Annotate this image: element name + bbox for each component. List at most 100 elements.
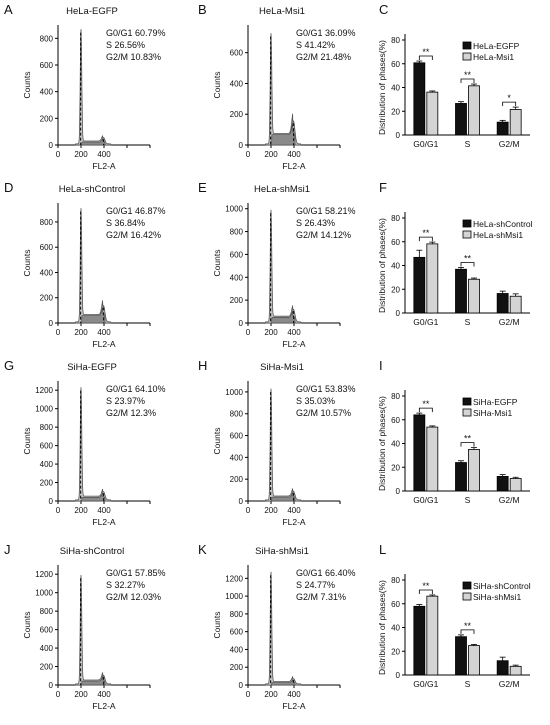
y-tick-label: 600 bbox=[40, 61, 54, 70]
y-tick-label: 80 bbox=[391, 576, 400, 585]
significance-bracket bbox=[418, 407, 433, 413]
histogram-area bbox=[74, 208, 112, 324]
x-tick-label: 400 bbox=[287, 328, 301, 337]
legend-label: HeLa-shControl bbox=[473, 219, 533, 229]
significance-label: ** bbox=[464, 253, 472, 263]
g0g1-label: G0/G1 57.85% bbox=[106, 568, 166, 578]
bar bbox=[413, 414, 426, 492]
y-axis-label: Distribution of phases(%) bbox=[377, 40, 387, 135]
g2m-label: G2/M 14.12% bbox=[296, 230, 351, 240]
legend-label: SiHa-Msi1 bbox=[473, 408, 512, 418]
bar bbox=[413, 605, 426, 676]
s-label: S 26.56% bbox=[106, 40, 145, 50]
panel-letter: D bbox=[4, 180, 14, 195]
x-tick-label: 400 bbox=[97, 506, 111, 515]
category-label: G2/M bbox=[499, 679, 520, 689]
s-label: S 35.03% bbox=[296, 396, 335, 406]
x-axis-label: FL2-A bbox=[282, 701, 305, 711]
significance-bracket bbox=[418, 55, 433, 61]
y-tick-label: 1000 bbox=[35, 589, 53, 598]
bar bbox=[455, 103, 467, 136]
g2m-label: G2/M 10.57% bbox=[296, 408, 351, 418]
bar bbox=[468, 278, 480, 314]
category-label: G2/M bbox=[499, 495, 520, 505]
x-tick-label: 400 bbox=[287, 506, 301, 515]
bar bbox=[413, 256, 426, 314]
panel-letter: L bbox=[379, 542, 387, 557]
bar bbox=[468, 449, 480, 492]
g0g1-label: G0/G1 53.83% bbox=[296, 384, 356, 394]
legend-label: SiHa-EGFP bbox=[473, 397, 518, 407]
category-label: G2/M bbox=[499, 317, 520, 327]
s-phase-area bbox=[271, 310, 296, 324]
histogram-area bbox=[74, 387, 112, 502]
panel-letter: C bbox=[379, 2, 389, 17]
flow-panel-h: H SiHa-Msi1 0 200 400 600 800 1000 0 200 400 FL2-A… bbox=[190, 356, 380, 536]
significance-bracket bbox=[460, 78, 475, 84]
flow-panel-b: B HeLa-Msi1 0 200 400 600 0 200 400 FL2-A Counts G… bbox=[190, 0, 380, 180]
y-tick-label: 80 bbox=[391, 214, 400, 223]
histogram-area bbox=[74, 574, 112, 686]
legend-swatch bbox=[462, 592, 472, 601]
x-tick-label: 400 bbox=[97, 690, 111, 699]
g2m-label: G2/M 12.03% bbox=[106, 592, 161, 602]
legend-swatch bbox=[462, 41, 472, 50]
histogram-title: HeLa-Msi1 bbox=[259, 6, 305, 17]
x-tick-label: 400 bbox=[287, 150, 301, 159]
panel-letter: A bbox=[4, 2, 13, 17]
x-tick-label: 200 bbox=[74, 506, 88, 515]
y-tick-label: 200 bbox=[40, 663, 54, 672]
histogram-area bbox=[264, 388, 302, 502]
panel-letter: J bbox=[4, 542, 11, 557]
y-tick-label: 60 bbox=[391, 238, 400, 247]
flow-histogram-d: HeLa-shControl 0 200 400 600 800 0 200 400 FL2-A C… bbox=[22, 184, 166, 349]
y-tick-label: 60 bbox=[391, 600, 400, 609]
x-tick-label: 200 bbox=[74, 690, 88, 699]
y-tick-label: 800 bbox=[230, 410, 244, 419]
y-tick-label: 40 bbox=[391, 440, 400, 449]
x-tick-label: 0 bbox=[246, 506, 251, 515]
bar bbox=[426, 426, 439, 492]
bar bbox=[455, 462, 467, 492]
x-tick-label: 200 bbox=[264, 506, 278, 515]
legend-label: SiHa-shControl bbox=[473, 581, 531, 591]
flow-histogram-k: SiHa-shMsi1 0 200 400 600 800 1000 1200 0 200 400 F… bbox=[212, 546, 356, 711]
y-axis-label: Distribution of phases(%) bbox=[377, 396, 387, 491]
x-tick-label: 0 bbox=[246, 150, 251, 159]
g0g1-label: G0/G1 46.87% bbox=[106, 206, 166, 216]
x-tick-label: 200 bbox=[264, 150, 278, 159]
flow-panel-d: D HeLa-shControl 0 200 400 600 800 0 200 400 FL2-… bbox=[0, 178, 190, 358]
y-tick-label: 200 bbox=[230, 296, 244, 305]
bar bbox=[455, 268, 467, 314]
bar bbox=[496, 475, 509, 492]
y-tick-label: 800 bbox=[230, 228, 244, 237]
flow-panel-k: K SiHa-shMsi1 0 200 400 600 800 1000 1200 0 200 40… bbox=[190, 540, 380, 720]
y-tick-label: 200 bbox=[40, 479, 54, 488]
bar bbox=[509, 665, 522, 676]
y-tick-label: 40 bbox=[391, 624, 400, 633]
significance-bracket bbox=[418, 236, 433, 242]
g2m-label: G2/M 16.42% bbox=[106, 230, 161, 240]
y-axis-label: Counts bbox=[22, 72, 32, 99]
histogram-area bbox=[264, 33, 302, 146]
panel-letter: I bbox=[379, 358, 383, 373]
histogram-title: HeLa-EGFP bbox=[66, 6, 118, 17]
y-tick-label: 60 bbox=[391, 60, 400, 69]
histogram-area bbox=[264, 209, 302, 324]
significance-label: ** bbox=[464, 434, 472, 444]
y-axis-label: Counts bbox=[22, 250, 32, 277]
y-tick-label: 1000 bbox=[35, 405, 53, 414]
g0g1-label: G0/G1 60.79% bbox=[106, 28, 166, 38]
panel-letter: H bbox=[198, 358, 208, 373]
y-tick-label: 400 bbox=[230, 79, 244, 88]
histogram-area bbox=[74, 29, 112, 146]
flow-histogram-g: SiHa-EGFP 0 200 400 600 800 1000 1200 0 200 400 FL2… bbox=[22, 362, 166, 527]
panel-letter: K bbox=[198, 542, 207, 557]
y-tick-label: 0 bbox=[49, 681, 54, 690]
flow-panel-j: J SiHa-shControl 0 200 400 600 800 1000 1200 0 20… bbox=[0, 540, 190, 720]
y-tick-label: 1000 bbox=[225, 205, 243, 214]
flow-histogram-a: HeLa-EGFP 0 200 400 600 800 0 200 400 FL2-A Counts… bbox=[22, 6, 166, 171]
category-label: S bbox=[465, 679, 471, 689]
category-label: S bbox=[465, 139, 471, 149]
